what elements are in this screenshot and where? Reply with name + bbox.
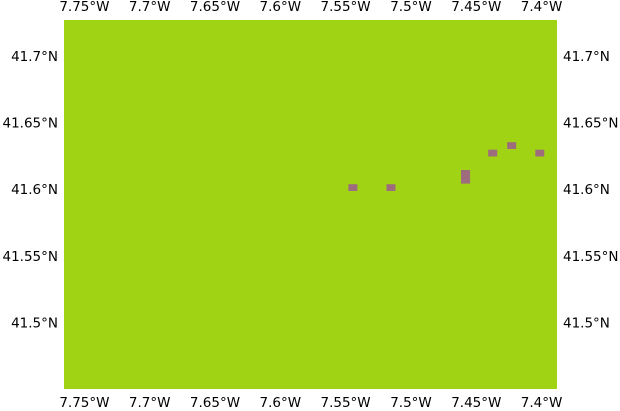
latitude-label: 41.7°N — [11, 49, 58, 65]
land-cover-patch — [461, 170, 470, 184]
longitude-label: 7.4°W — [521, 395, 563, 411]
latitude-labels-right: 41.7°N 41.65°N 41.6°N 41.55°N 41.5°N — [563, 49, 619, 332]
longitude-label: 7.65°W — [190, 0, 240, 15]
land-cover-patch — [507, 142, 516, 149]
land-cover-patch — [535, 150, 544, 157]
longitude-label: 7.75°W — [59, 0, 109, 15]
longitude-label: 7.45°W — [451, 0, 501, 15]
longitude-label: 7.7°W — [129, 395, 171, 411]
latitude-label: 41.55°N — [563, 249, 619, 265]
longitude-label: 7.4°W — [521, 0, 563, 15]
longitude-label: 7.7°W — [129, 0, 171, 15]
latitude-label: 41.6°N — [11, 182, 58, 198]
latitude-label: 41.65°N — [3, 116, 59, 132]
longitude-label: 7.55°W — [321, 0, 371, 15]
longitude-labels-top: 7.75°W 7.7°W 7.65°W 7.6°W 7.55°W 7.5°W 7.45°W 7… — [59, 0, 562, 15]
map-area — [64, 20, 557, 389]
land-cover-patch — [488, 150, 497, 157]
longitude-label: 7.75°W — [59, 395, 109, 411]
latitude-label: 41.7°N — [563, 49, 610, 65]
longitude-label: 7.65°W — [190, 395, 240, 411]
latitude-label: 41.65°N — [563, 116, 619, 132]
longitude-label: 7.5°W — [390, 395, 432, 411]
longitude-label: 7.55°W — [321, 395, 371, 411]
latitude-label: 41.6°N — [563, 182, 610, 198]
latitude-labels-left: 41.7°N 41.65°N 41.6°N 41.55°N 41.5°N — [3, 49, 59, 332]
latitude-label: 41.5°N — [563, 316, 610, 332]
longitude-labels-bottom: 7.75°W 7.7°W 7.65°W 7.6°W 7.55°W 7.5°W 7.45°W 7… — [59, 395, 562, 411]
land-cover-patch — [348, 184, 357, 191]
longitude-label: 7.6°W — [260, 0, 302, 15]
latitude-label: 41.5°N — [11, 316, 58, 332]
longitude-label: 7.5°W — [390, 0, 432, 15]
longitude-label: 7.45°W — [451, 395, 501, 411]
longitude-label: 7.6°W — [260, 395, 302, 411]
land-cover-patch — [387, 184, 396, 191]
latitude-label: 41.55°N — [3, 249, 59, 265]
